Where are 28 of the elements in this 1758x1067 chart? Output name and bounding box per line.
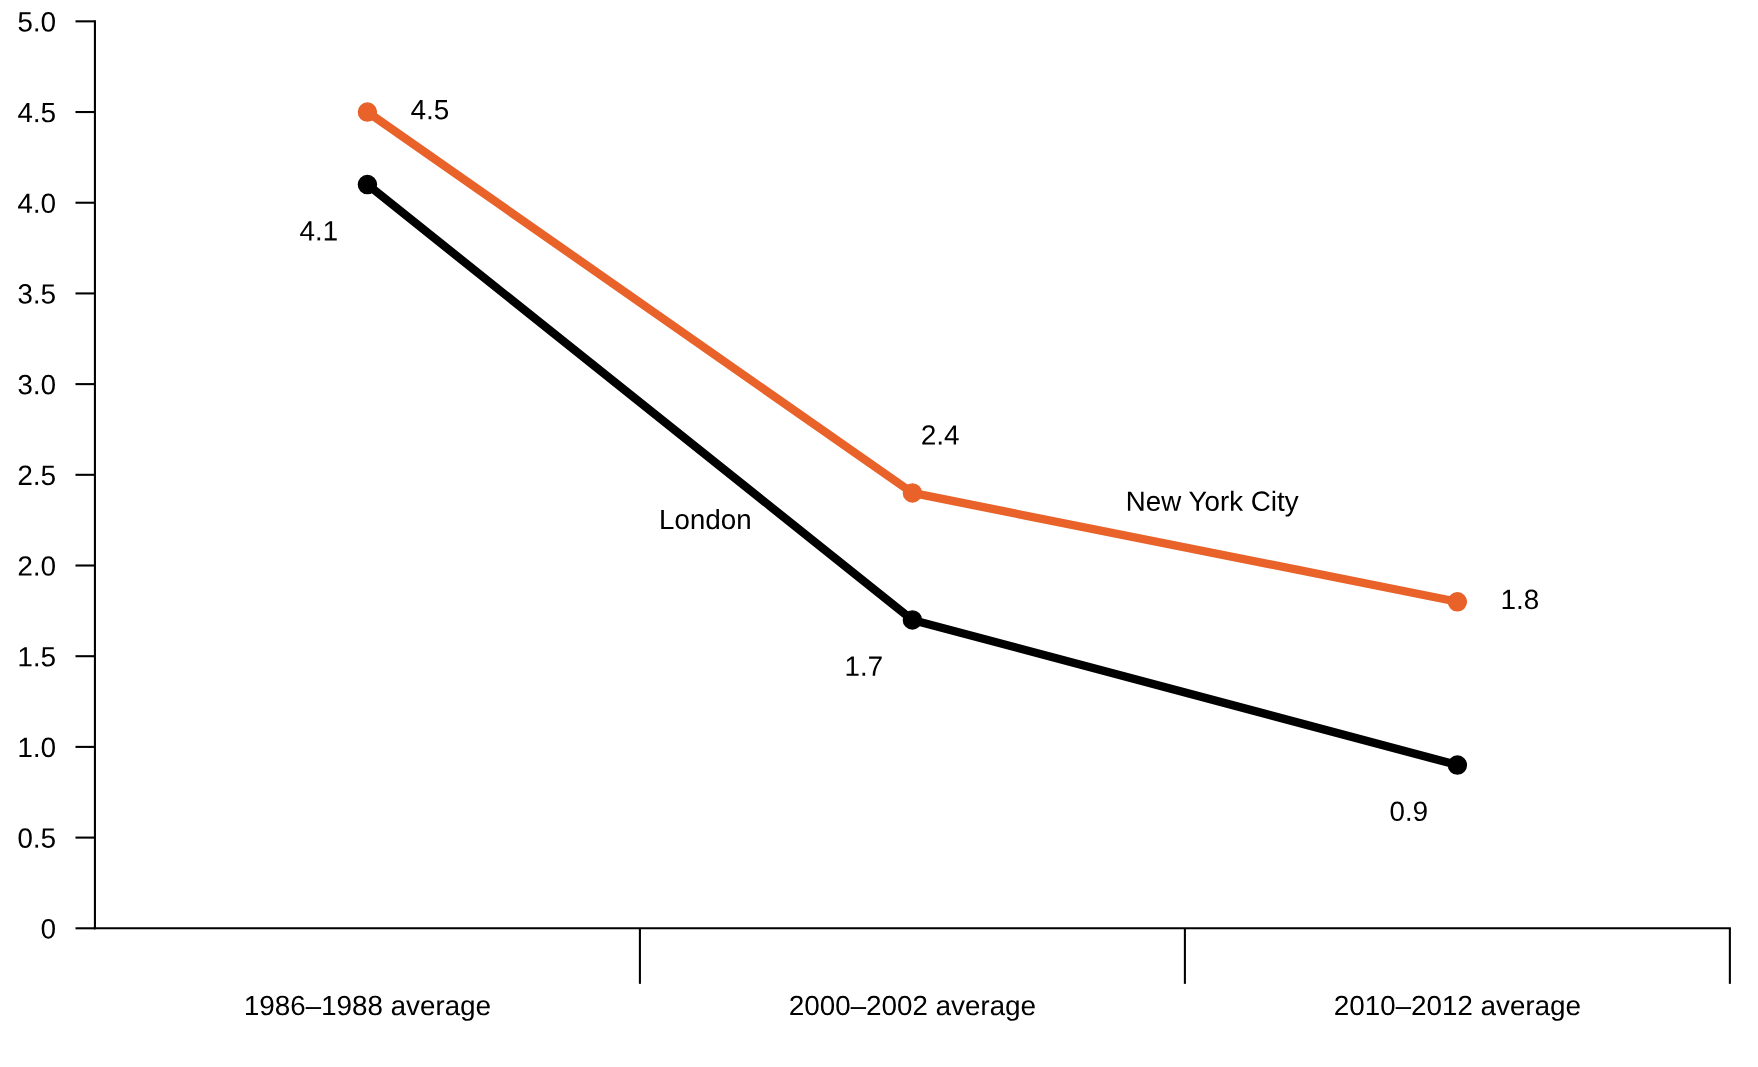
data-label: 4.1 <box>300 221 337 241</box>
point <box>902 483 923 503</box>
y-tick-label: 3.0 <box>18 374 55 395</box>
point <box>357 174 378 195</box>
point <box>902 610 923 630</box>
y-tick-label: 2.5 <box>18 465 55 486</box>
data-label: 4.5 <box>411 100 449 120</box>
data-label: 0.9 <box>1390 801 1427 822</box>
y-tick-label: 2.0 <box>18 556 55 576</box>
y-tick-label: 1.5 <box>19 647 55 667</box>
point <box>1447 755 1468 775</box>
point <box>357 102 378 122</box>
data-label: 1.8 <box>1502 589 1538 610</box>
series-label: New York City <box>1127 490 1299 517</box>
y-tick-label: 1.0 <box>19 737 55 758</box>
data-label: 1.7 <box>846 656 882 676</box>
y-tick-label: 0.5 <box>18 828 55 848</box>
series-label: London <box>661 508 750 530</box>
point <box>1447 592 1468 612</box>
y-tick-label: 3.5 <box>18 284 55 304</box>
y-tick-label: 0 <box>41 918 55 939</box>
data-label: 2.4 <box>922 425 959 445</box>
y-tick-label: 5.0 <box>18 12 55 32</box>
x-tick-label: 2000–2002 average <box>790 995 1035 1021</box>
x-tick-label: 1986–1988 average <box>245 995 490 1021</box>
y-tick-label: 4.0 <box>18 193 55 214</box>
x-tick-label: 2010–2012 average <box>1335 995 1580 1021</box>
y-tick-label: 4.5 <box>18 102 55 123</box>
